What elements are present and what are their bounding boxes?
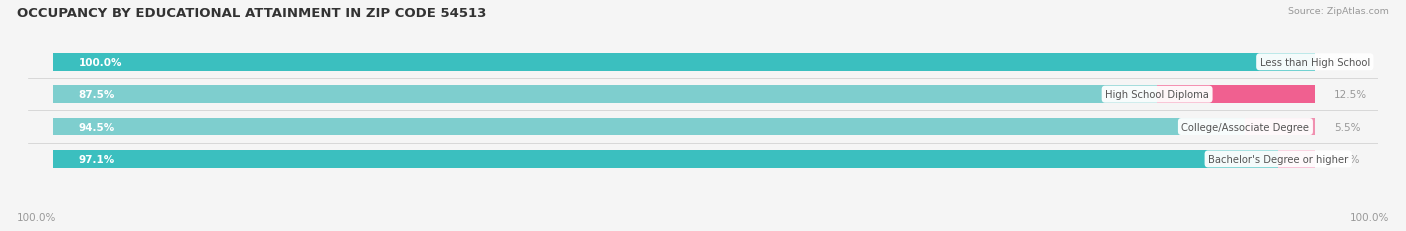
Text: 87.5%: 87.5%: [79, 90, 115, 100]
Bar: [53, 86, 1157, 104]
Bar: [53, 54, 1315, 71]
Text: 12.5%: 12.5%: [1334, 90, 1367, 100]
Text: Bachelor's Degree or higher: Bachelor's Degree or higher: [1208, 154, 1348, 164]
Text: 97.1%: 97.1%: [79, 154, 115, 164]
Bar: [1157, 86, 1315, 104]
Text: OCCUPANCY BY EDUCATIONAL ATTAINMENT IN ZIP CODE 54513: OCCUPANCY BY EDUCATIONAL ATTAINMENT IN Z…: [17, 7, 486, 20]
Bar: [1246, 118, 1315, 136]
Bar: [1278, 150, 1315, 168]
Text: High School Diploma: High School Diploma: [1105, 90, 1209, 100]
Text: 0.0%: 0.0%: [1334, 58, 1360, 67]
Text: 100.0%: 100.0%: [17, 212, 56, 222]
Text: 100.0%: 100.0%: [1350, 212, 1389, 222]
Bar: [53, 118, 1315, 136]
Text: 94.5%: 94.5%: [79, 122, 115, 132]
Text: 100.0%: 100.0%: [79, 58, 122, 67]
Bar: [53, 86, 1315, 104]
Bar: [53, 150, 1315, 168]
Bar: [53, 150, 1278, 168]
Text: College/Associate Degree: College/Associate Degree: [1181, 122, 1309, 132]
Text: 2.9%: 2.9%: [1334, 154, 1360, 164]
Bar: [53, 54, 1315, 71]
Text: 5.5%: 5.5%: [1334, 122, 1360, 132]
Text: Less than High School: Less than High School: [1260, 58, 1369, 67]
Bar: [53, 118, 1246, 136]
Text: Source: ZipAtlas.com: Source: ZipAtlas.com: [1288, 7, 1389, 16]
